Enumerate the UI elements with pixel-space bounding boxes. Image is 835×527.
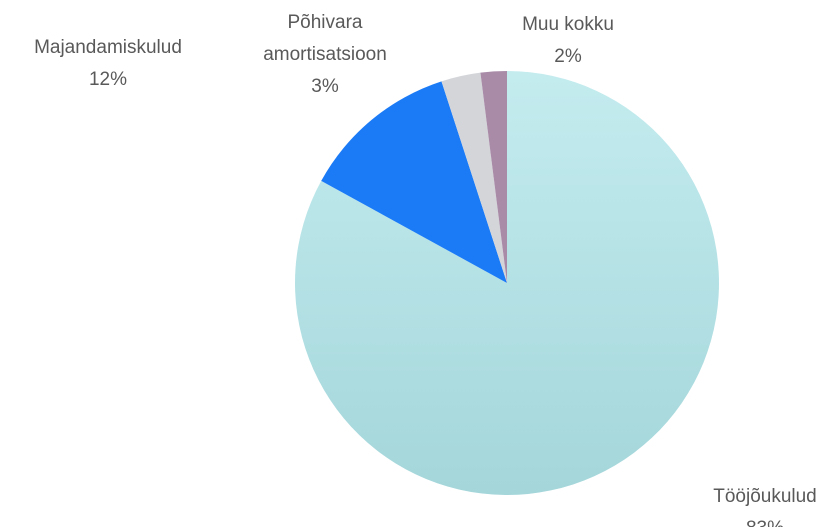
- slice-category-label: Tööjõukulud: [713, 486, 817, 507]
- slice-category-label: Muu kokku: [522, 14, 614, 35]
- pie-slice: [321, 81, 507, 283]
- slice-category-label: Majandamiskulud: [34, 37, 182, 58]
- slice-value-label: 12%: [89, 69, 127, 90]
- slice-value-label: 3%: [311, 76, 339, 97]
- pie-slice: [441, 72, 507, 283]
- slice-category-label: Põhivara amortisatsioon: [263, 12, 387, 65]
- slice-value-label: 2%: [554, 46, 582, 67]
- pie-slice: [480, 71, 507, 283]
- slice-value-label: 83%: [746, 518, 784, 527]
